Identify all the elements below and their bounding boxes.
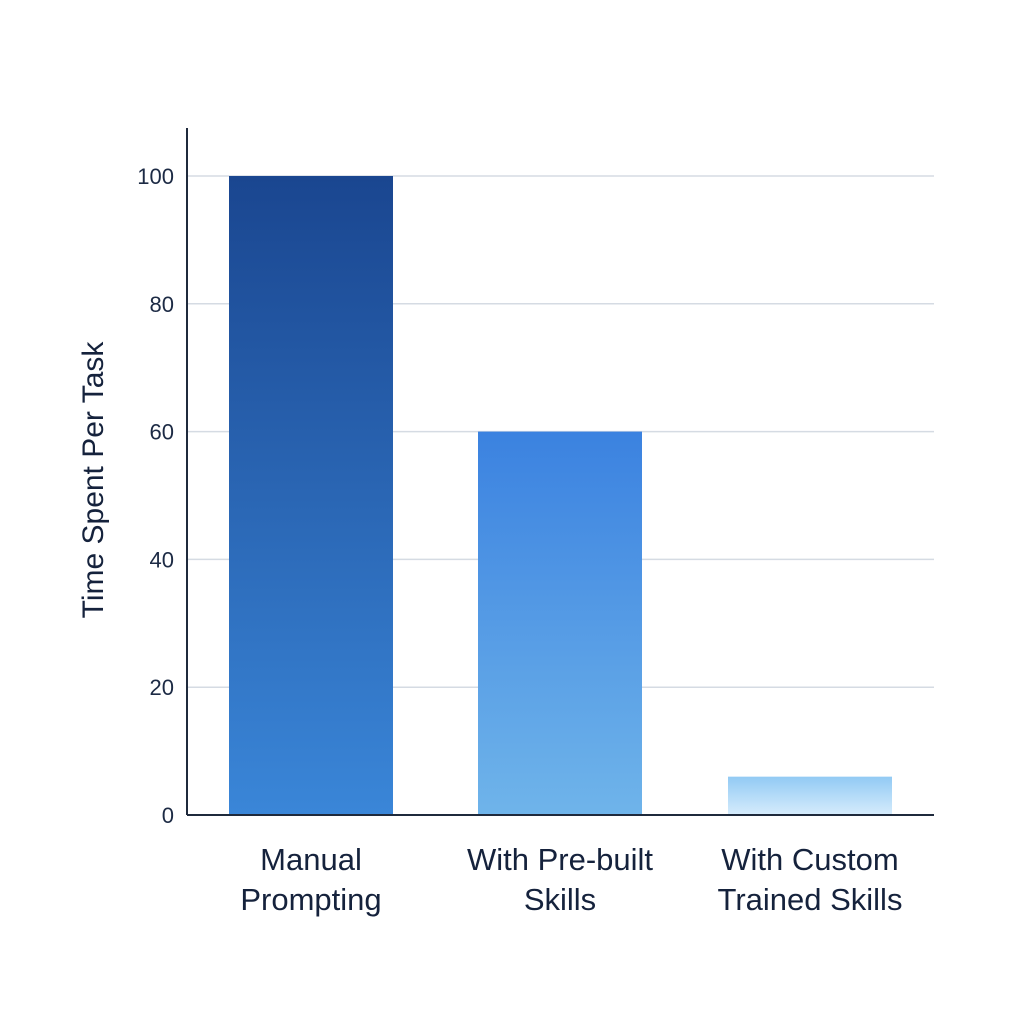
bar (229, 176, 393, 815)
axes (186, 128, 934, 816)
y-tick-label: 40 (150, 547, 174, 572)
x-category-label-line: Skills (524, 882, 596, 917)
x-category-label-line: With Pre-built (467, 842, 653, 877)
y-tick-label: 60 (150, 420, 174, 445)
bar (478, 431, 642, 815)
y-tick-label: 100 (137, 164, 174, 189)
bars (229, 176, 892, 815)
bar (728, 776, 892, 815)
x-category-label: With Pre-built Skills (467, 842, 653, 917)
x-category-label-line: Prompting (240, 882, 381, 917)
x-category-label-line: Trained Skills (718, 882, 903, 917)
x-category-label: Manual Prompting (240, 842, 381, 917)
y-axis-title: Time Spent Per Task (77, 341, 110, 619)
y-tick-label: 0 (162, 803, 174, 828)
x-category-label: With Custom Trained Skills (718, 842, 903, 917)
y-tick-label: 20 (150, 675, 174, 700)
y-tick-labels: 0 20 40 60 80 100 (137, 164, 174, 828)
x-category-label-line: Manual (260, 842, 362, 877)
x-category-label-line: With Custom (721, 842, 898, 877)
y-tick-label: 80 (150, 292, 174, 317)
